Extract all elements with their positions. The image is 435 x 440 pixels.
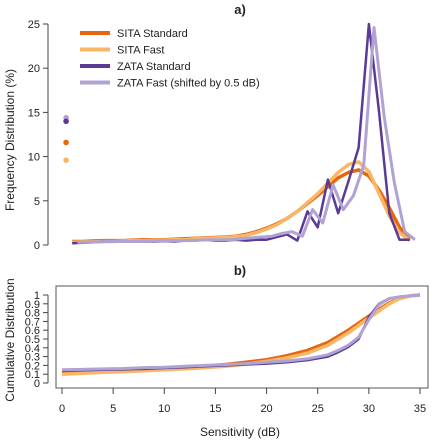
legend-label-sita-standard: SITA Standard <box>117 28 188 40</box>
panel-b-y-tick-label: 0.8 <box>25 308 40 320</box>
panel-b-y-tick-label: 0.5 <box>25 334 40 346</box>
panel-b-x-tick-label: 15 <box>209 403 221 415</box>
panel-b-y-tick-label: 0.3 <box>25 352 40 364</box>
panel-b-x-tick-label: 30 <box>363 403 375 415</box>
panel-b-y-tick-label: 0.4 <box>25 343 40 355</box>
panel-b-y-tick-label: 0 <box>34 378 40 390</box>
panel-b-frame <box>55 285 429 389</box>
series-line-zata-standard <box>61 293 421 372</box>
panel-b-y-tick-label: 0.2 <box>25 360 40 372</box>
panel-b-y-label: Cumulative Distribution <box>3 278 17 401</box>
left-point-sita-fast <box>63 157 69 163</box>
panel-a-series <box>72 22 416 245</box>
panel-b-y-tick-label: 0.1 <box>25 369 40 381</box>
left-point-zata-standard <box>63 118 69 125</box>
panel-b-x-tick-label: 35 <box>414 403 426 415</box>
panel-a-y-tick-label: 5 <box>34 196 40 208</box>
series-line-sita-fast <box>72 160 411 245</box>
panel-b-x-label: Sensitivity (dB) <box>200 425 280 439</box>
panel-b-x-tick-label: 20 <box>260 403 272 415</box>
panel-a-y-tick-label: 10 <box>28 152 40 164</box>
panel-b-tag: b) <box>234 263 246 278</box>
panel-b-y-tick-label: 0.6 <box>25 325 40 337</box>
panel-a-y-tick-label: 0 <box>34 240 40 252</box>
panel-b-series <box>61 293 421 376</box>
series-line-zata-standard <box>72 22 410 245</box>
panel-b-y-axis: 00.10.20.30.40.50.60.70.80.91 <box>25 290 49 390</box>
series-line-sita-standard <box>61 293 421 375</box>
legend-label-zata-standard: ZATA Standard <box>117 61 191 73</box>
left-point-sita-standard <box>63 139 69 146</box>
panel-b-y-tick-label: 0.7 <box>25 316 40 328</box>
panel-a-y-tick-label: 20 <box>28 63 40 75</box>
panel-a-y-tick-label: 25 <box>28 19 40 31</box>
panel-b-x-tick-label: 10 <box>158 403 170 415</box>
panel-a-tag: a) <box>234 2 246 17</box>
panel-a-y-label: Frequency Distribution (%) <box>3 69 17 211</box>
legend-label-zata-fast-shifted-by-0-5-db: ZATA Fast (shifted by 0.5 dB) <box>117 78 260 90</box>
panel-a-left-points <box>63 114 69 163</box>
panel-b-x-tick-label: 0 <box>59 403 65 415</box>
panel-a: a) Frequency Distribution (%) 0 5 10 15 20 25… <box>3 2 416 252</box>
panel-b-y-tick-label: 1 <box>34 290 40 302</box>
panel-b-x-tick-label: 25 <box>312 403 324 415</box>
panel-b-y-tick-label: 0.9 <box>25 299 40 311</box>
series-line-zata-fast-shifted-by-0-5-db <box>61 293 421 372</box>
panel-a-y-axis: 0 5 10 15 20 25 <box>28 19 49 252</box>
panel-b-x-axis: 0 5 10 15 20 25 30 35 <box>59 388 426 415</box>
panel-a-y-tick-label: 15 <box>28 107 40 119</box>
series-line-zata-fast-shifted-by-0-5-db <box>77 26 416 244</box>
panel-b-x-tick-label: 5 <box>110 403 116 415</box>
panel-a-legend: SITA Standard SITA Fast ZATA Standard ZATA … <box>80 28 260 90</box>
panel-b: b) Cumulative Distribution 00.10.20.30.4… <box>3 263 429 439</box>
legend-label-sita-fast: SITA Fast <box>117 45 164 57</box>
